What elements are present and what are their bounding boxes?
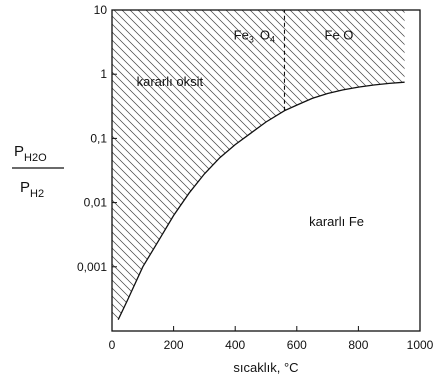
y-axis-label-denominator: PH2 — [20, 179, 44, 200]
region-label: kararlı Fe — [309, 214, 364, 229]
x-tick-label: 600 — [287, 338, 307, 352]
x-axis-ticks: 0 200 400 600 800 1000 — [109, 326, 434, 352]
region-label: kararlı oksit — [137, 74, 204, 89]
x-tick-label: 400 — [225, 338, 245, 352]
x-tick-label: 1000 — [407, 338, 434, 352]
x-axis-label: sıcaklık, °C — [233, 360, 298, 375]
x-tick-label: 0 — [109, 338, 116, 352]
y-axis-label-numerator: PH2O — [14, 143, 47, 164]
y-tick-label: 0,001 — [77, 260, 107, 274]
y-tick-label: 10 — [94, 3, 108, 17]
phase-label: Fe O — [325, 28, 354, 43]
x-tick-label: 200 — [164, 338, 184, 352]
x-tick-label: 800 — [348, 338, 368, 352]
equilibrium-curve — [117, 81, 405, 320]
y-tick-label: 0,01 — [84, 196, 108, 210]
y-axis-ticks: 10 1 0,1 0,01 0,001 — [77, 3, 117, 274]
plot-frame — [111, 9, 421, 332]
y-tick-label: 0,1 — [90, 131, 107, 145]
phase-labels: Fe3 O4 Fe O — [234, 28, 354, 45]
oxide-stable-region — [112, 10, 405, 320]
y-axis-label: PH2O PH2 — [12, 143, 64, 200]
phase-label: Fe3 O4 — [234, 28, 275, 45]
region-labels: kararlı oksit kararlı Fe — [137, 74, 364, 229]
y-tick-label: 1 — [100, 67, 107, 81]
